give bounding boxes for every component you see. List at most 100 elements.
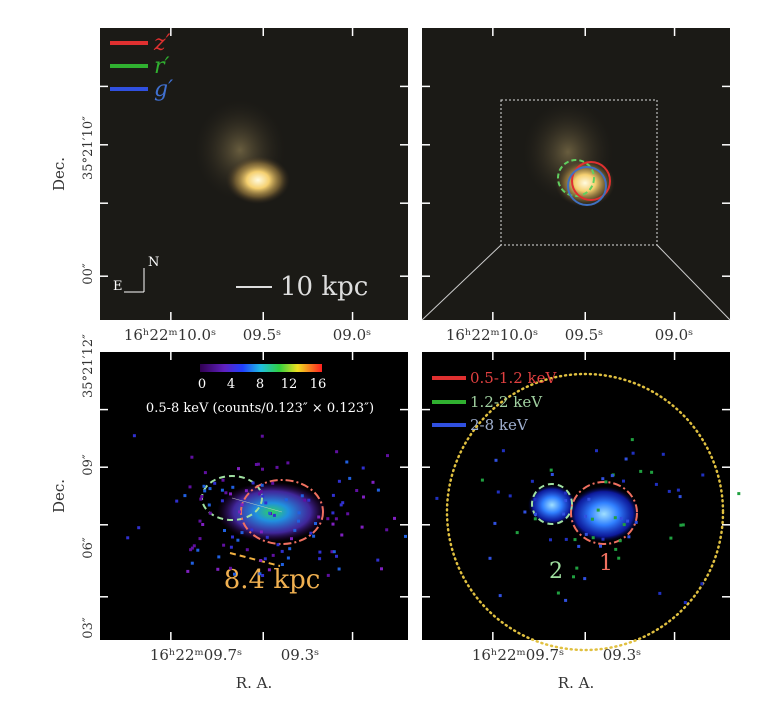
legend-label: z′ xyxy=(153,31,171,56)
scale-label: 10 kpc xyxy=(280,272,368,302)
xray-pixel xyxy=(199,497,203,501)
xray-pixel xyxy=(335,450,339,454)
xray-pixel xyxy=(203,489,207,493)
xray-pixel xyxy=(261,494,265,498)
x-tick-label: 09.3ˢ xyxy=(281,646,319,664)
xray-pixel xyxy=(549,468,553,472)
xray-pixel xyxy=(202,484,206,488)
xray-pixel xyxy=(634,520,638,524)
xray-pixel xyxy=(201,523,205,526)
xray-pixel xyxy=(233,572,236,576)
xray-pixel xyxy=(297,511,301,515)
xray-pixel xyxy=(658,591,662,595)
xray-pixel xyxy=(240,503,244,507)
xray-pixel xyxy=(488,556,492,560)
xray-pixel xyxy=(192,544,196,548)
legend-label: 1.2-2 keV xyxy=(470,393,543,411)
x-axis-label: R. A. xyxy=(236,674,272,692)
colorbar-tick: 0 xyxy=(198,377,206,392)
xray-pixel xyxy=(575,566,579,570)
xray-pixel xyxy=(268,511,272,515)
xray-pixel xyxy=(286,556,290,560)
xray-pixel xyxy=(258,572,262,576)
legend-label: 2-8 keV xyxy=(470,416,529,434)
xray-pixel xyxy=(533,498,537,502)
xray-pixel xyxy=(346,512,350,516)
xray-pixel xyxy=(260,434,264,438)
xray-pixel xyxy=(237,467,240,471)
xray-pixel xyxy=(307,498,311,502)
xray-pixel xyxy=(355,489,359,492)
xray-pixel xyxy=(272,513,276,517)
region xyxy=(571,161,611,201)
xray-pixel xyxy=(271,481,275,485)
xray-pixel xyxy=(331,493,335,497)
panel-optical-zoom: 16ʰ22ᵐ10.0ˢ 09.5ˢ 09.0ˢ xyxy=(421,28,731,344)
x-tick-label: 09.3ˢ xyxy=(603,646,641,664)
xray-pixel xyxy=(276,543,280,547)
xray-pixel xyxy=(224,491,228,495)
y-tick-label: 03″ xyxy=(81,617,96,639)
xray-pixel xyxy=(240,531,244,535)
xray-pixel xyxy=(618,539,622,543)
xray-pixel xyxy=(360,525,364,529)
separation xyxy=(231,497,283,513)
xray-pixel xyxy=(189,548,193,552)
xray-pixel xyxy=(622,479,625,483)
xray-pixel xyxy=(314,522,317,525)
y-axis-label: Dec. xyxy=(50,157,68,191)
xray-pixel xyxy=(337,567,341,571)
xray-pixel xyxy=(362,495,365,499)
xray-pixel xyxy=(564,537,568,541)
xray-pixel xyxy=(223,529,226,532)
xray-pixel xyxy=(261,574,265,577)
xray-pixel xyxy=(626,519,630,523)
xray-pixel xyxy=(376,488,380,492)
xray-pixel xyxy=(604,480,608,484)
xray-pixel xyxy=(508,494,512,498)
xray-pixel xyxy=(601,477,605,481)
xray-pixel xyxy=(337,479,341,483)
colorbar-tick: 16 xyxy=(310,377,327,392)
xray-pixel xyxy=(183,494,187,498)
xray-pixel xyxy=(404,534,407,538)
xray-pixel xyxy=(587,497,591,501)
xray-pixel xyxy=(284,498,288,502)
region-label: 2 xyxy=(549,559,563,584)
xray-pixel xyxy=(701,473,705,477)
xray-pixel xyxy=(186,569,190,573)
xray-pixel xyxy=(309,531,313,535)
extraction-region xyxy=(445,372,725,652)
x-tick-label: 09.0ˢ xyxy=(333,326,371,344)
xray-pixel xyxy=(318,550,322,554)
xray-emission xyxy=(568,486,640,542)
compass-label: E xyxy=(113,279,123,294)
xray-pixel xyxy=(288,547,292,551)
xray-pixel xyxy=(216,567,220,571)
xray-pixel xyxy=(348,476,352,480)
xray-pixel xyxy=(617,556,621,560)
xray-pixel xyxy=(515,531,519,535)
xray-pixel xyxy=(624,457,628,461)
xray-pixel xyxy=(188,485,192,489)
xray-pixel xyxy=(572,575,575,579)
xray-pixel xyxy=(207,503,211,507)
xray-pixel xyxy=(332,550,336,554)
xray-pixel xyxy=(267,568,271,572)
xray-pixel xyxy=(564,499,568,503)
y-tick-label: 35°21′12″ xyxy=(81,334,96,398)
xray-pixel xyxy=(393,516,396,520)
xray-pixel xyxy=(341,501,345,505)
xray-pixel xyxy=(275,465,279,469)
region xyxy=(567,166,607,206)
xray-pixel xyxy=(678,495,682,499)
xray-pixel xyxy=(222,543,226,547)
xray-pixel xyxy=(334,517,338,521)
xray-pixel xyxy=(667,489,671,493)
x-tick-label: 16ʰ22ᵐ09.7ˢ xyxy=(150,646,242,664)
xray-pixel xyxy=(584,532,588,536)
xray-pixel xyxy=(236,538,240,542)
xray-pixel xyxy=(190,455,194,459)
xray-pixel xyxy=(610,474,614,478)
